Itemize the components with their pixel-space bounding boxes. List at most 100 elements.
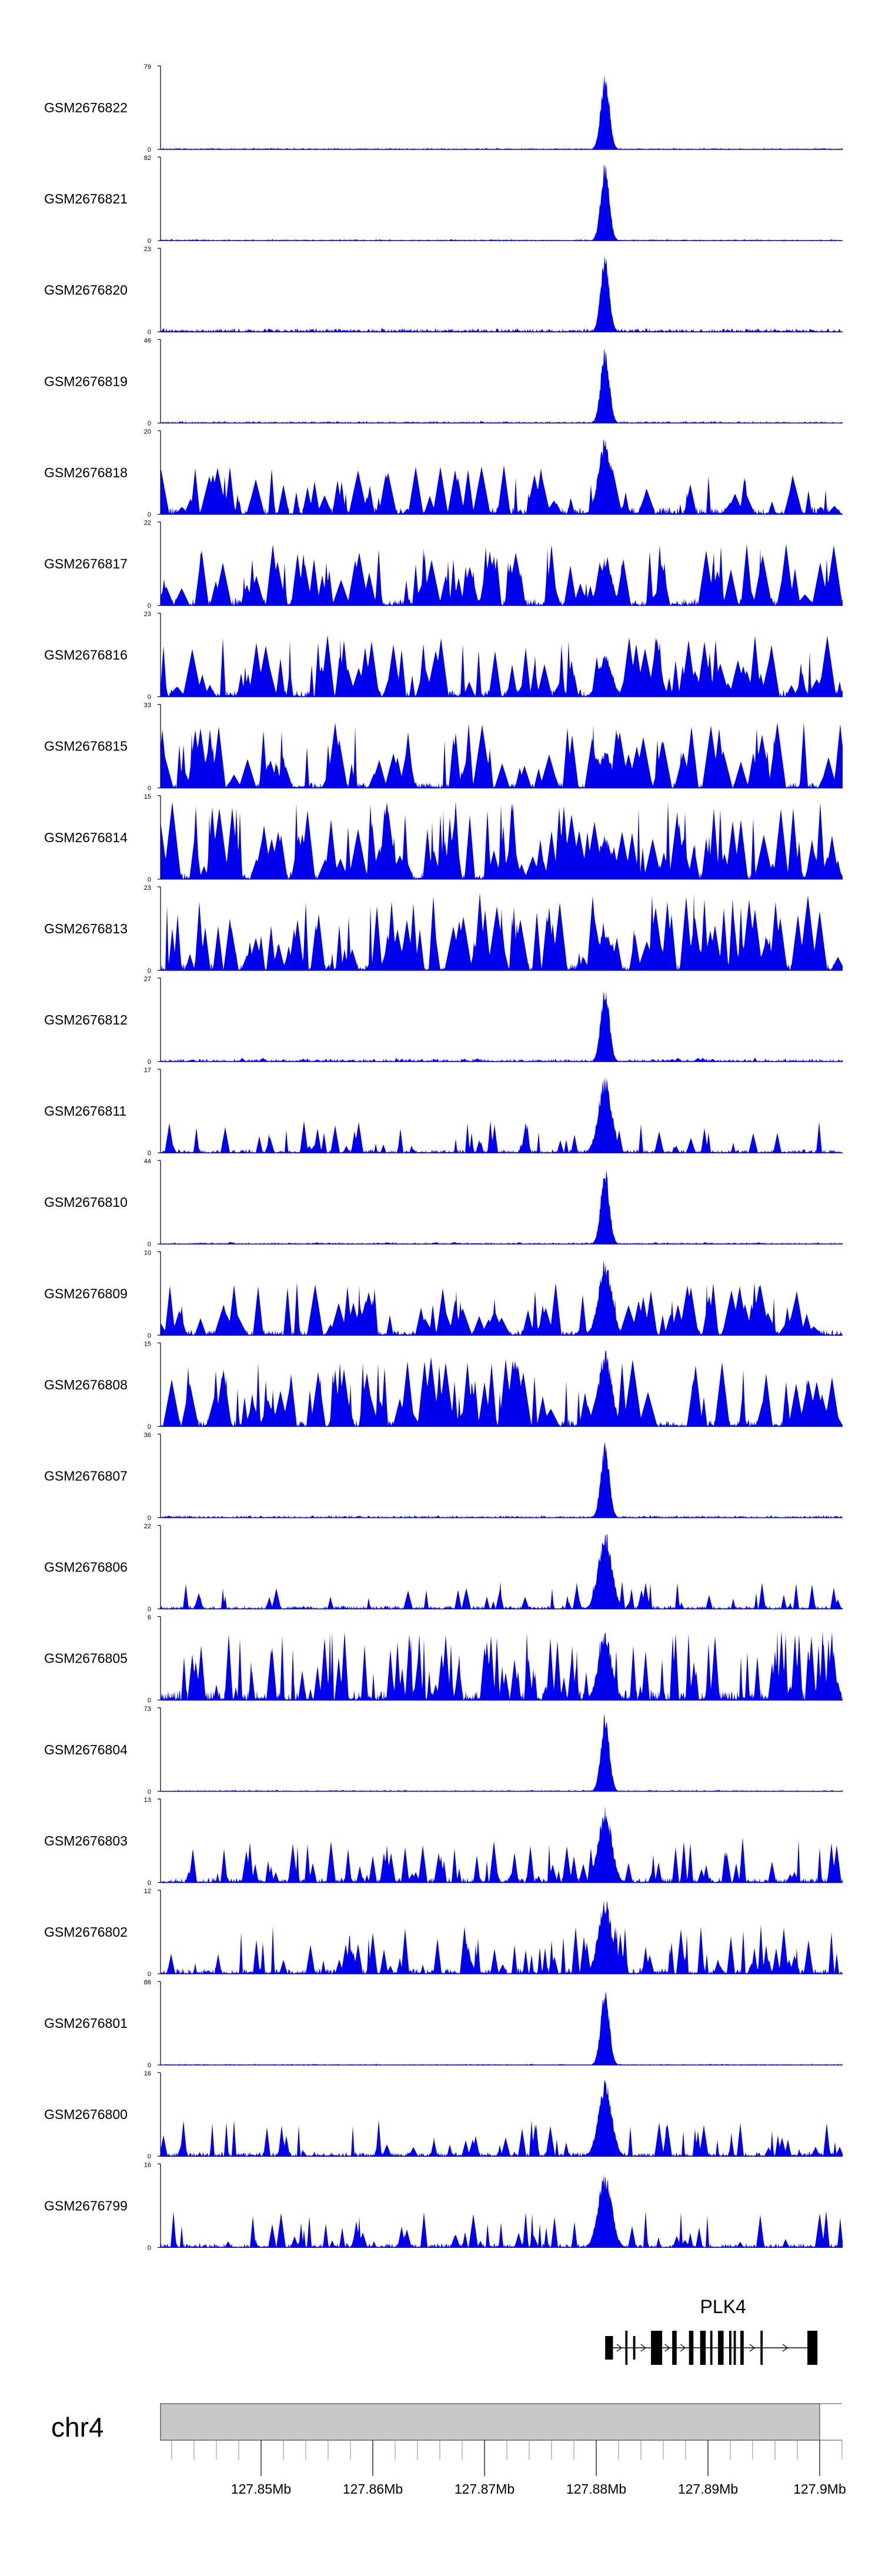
signal-area xyxy=(161,1533,843,1609)
signal-area xyxy=(161,543,843,606)
track-label: GSM2676820 xyxy=(44,282,128,298)
y-axis-max-label: 27 xyxy=(144,976,151,983)
y-axis-zero-label: 0 xyxy=(148,1059,151,1066)
y-axis-max-label: 46 xyxy=(144,337,151,344)
y-axis-max-label: 16 xyxy=(144,2161,151,2168)
y-axis-max-label: 36 xyxy=(144,1432,151,1439)
exon xyxy=(605,2336,613,2360)
track-label: GSM2676804 xyxy=(44,1742,128,1757)
exon xyxy=(710,2331,713,2365)
track-GSM2676810: GSM2676810 44 0 xyxy=(44,1158,843,1248)
exon xyxy=(625,2331,628,2365)
exon xyxy=(689,2331,694,2365)
y-axis-max-label: 23 xyxy=(144,885,151,892)
signal-area xyxy=(161,439,843,515)
y-axis-zero-label: 0 xyxy=(148,1423,151,1430)
tick-label: 127.85Mb xyxy=(231,2481,291,2497)
signal-area xyxy=(161,2174,843,2248)
signal-area xyxy=(161,1076,843,1153)
y-axis-max-label: 6 xyxy=(148,1614,151,1621)
y-axis-zero-label: 0 xyxy=(148,146,151,154)
y-axis-zero-label: 0 xyxy=(148,420,151,427)
y-axis-zero-label: 0 xyxy=(148,1150,151,1157)
strand-arrow xyxy=(749,2344,756,2352)
y-axis-max-label: 16 xyxy=(144,2070,151,2077)
y-axis-max-label: 73 xyxy=(144,1706,151,1713)
track-label: GSM2676816 xyxy=(44,648,128,663)
y-axis-max-label: 44 xyxy=(144,1158,151,1165)
strand-arrow xyxy=(680,2344,686,2352)
track-GSM2676809: GSM2676809 10 0 xyxy=(44,1249,843,1339)
track-GSM2676805: GSM2676805 6 0 xyxy=(44,1614,843,1704)
exon xyxy=(718,2331,724,2365)
signal-area xyxy=(161,1630,843,1700)
signal-area xyxy=(161,991,843,1062)
y-axis-zero-label: 0 xyxy=(148,1697,151,1704)
track-GSM2676799: GSM2676799 16 0 xyxy=(44,2161,843,2251)
gene-name: PLK4 xyxy=(700,2296,746,2317)
signal-area xyxy=(161,1714,843,1791)
exon xyxy=(733,2331,736,2365)
y-axis-max-label: 10 xyxy=(144,1249,151,1256)
y-axis-zero-label: 0 xyxy=(148,1241,151,1248)
tick-label: 127.9Mb xyxy=(793,2481,846,2497)
signal-area xyxy=(161,1442,843,1518)
track-label: GSM2676810 xyxy=(44,1194,128,1210)
track-label: GSM2676821 xyxy=(44,191,128,206)
y-axis-max-label: 86 xyxy=(144,1979,151,1986)
track-GSM2676819: GSM2676819 46 0 xyxy=(44,337,843,427)
strand-arrow xyxy=(782,2344,789,2352)
exon xyxy=(700,2331,706,2365)
y-axis-max-label: 17 xyxy=(144,1067,151,1074)
track-GSM2676800: GSM2676800 16 0 xyxy=(44,2070,843,2160)
y-axis-zero-label: 0 xyxy=(148,2062,151,2069)
track-label: GSM2676805 xyxy=(44,1651,128,1666)
track-GSM2676807: GSM2676807 36 0 xyxy=(44,1432,843,1522)
track-GSM2676801: GSM2676801 86 0 xyxy=(44,1979,843,2069)
exon xyxy=(740,2331,744,2365)
exon xyxy=(672,2331,677,2365)
signal-area xyxy=(161,1169,843,1244)
track-label: GSM2676819 xyxy=(44,373,128,389)
signal-area xyxy=(161,348,843,423)
track-GSM2676816: GSM2676816 23 0 xyxy=(44,611,843,701)
y-axis-zero-label: 0 xyxy=(148,785,151,792)
y-axis-max-label: 20 xyxy=(144,428,151,435)
track-label: GSM2676814 xyxy=(44,830,128,845)
track-label: GSM2676808 xyxy=(44,1377,128,1392)
y-axis-max-label: 15 xyxy=(144,1340,151,1347)
tick-label: 127.87Mb xyxy=(455,2481,514,2497)
track-label: GSM2676812 xyxy=(44,1012,128,1027)
y-axis-zero-label: 0 xyxy=(148,694,151,701)
signal-area xyxy=(161,165,843,241)
exon xyxy=(729,2331,731,2365)
signal-area xyxy=(161,255,843,332)
tick-label: 127.88Mb xyxy=(566,2481,626,2497)
y-axis-zero-label: 0 xyxy=(148,1332,151,1339)
y-axis-zero-label: 0 xyxy=(148,1606,151,1613)
track-label: GSM2676818 xyxy=(44,465,128,480)
y-axis-max-label: 23 xyxy=(144,246,151,253)
exon xyxy=(651,2331,663,2365)
y-axis-max-label: 12 xyxy=(144,1888,151,1895)
signal-area xyxy=(161,722,843,788)
y-axis-zero-label: 0 xyxy=(148,2244,151,2251)
tick-label: 127.86Mb xyxy=(343,2481,403,2497)
track-GSM2676821: GSM2676821 82 0 xyxy=(44,155,843,245)
signal-area xyxy=(161,1900,843,1974)
track-label: GSM2676807 xyxy=(44,1469,128,1484)
exon xyxy=(760,2331,763,2365)
signal-area xyxy=(161,2079,843,2157)
y-axis-zero-label: 0 xyxy=(148,511,151,518)
track-GSM2676814: GSM2676814 15 0 xyxy=(44,793,843,883)
track-GSM2676806: GSM2676806 22 0 xyxy=(44,1523,843,1613)
track-GSM2676817: GSM2676817 22 0 xyxy=(44,520,843,610)
exon xyxy=(807,2331,818,2365)
y-axis-max-label: 82 xyxy=(144,155,151,162)
track-label: GSM2676817 xyxy=(44,556,128,572)
signal-area xyxy=(161,1349,843,1427)
track-label: GSM2676800 xyxy=(44,2107,128,2122)
exon xyxy=(633,2336,636,2360)
track-GSM2676813: GSM2676813 23 0 xyxy=(44,885,843,975)
